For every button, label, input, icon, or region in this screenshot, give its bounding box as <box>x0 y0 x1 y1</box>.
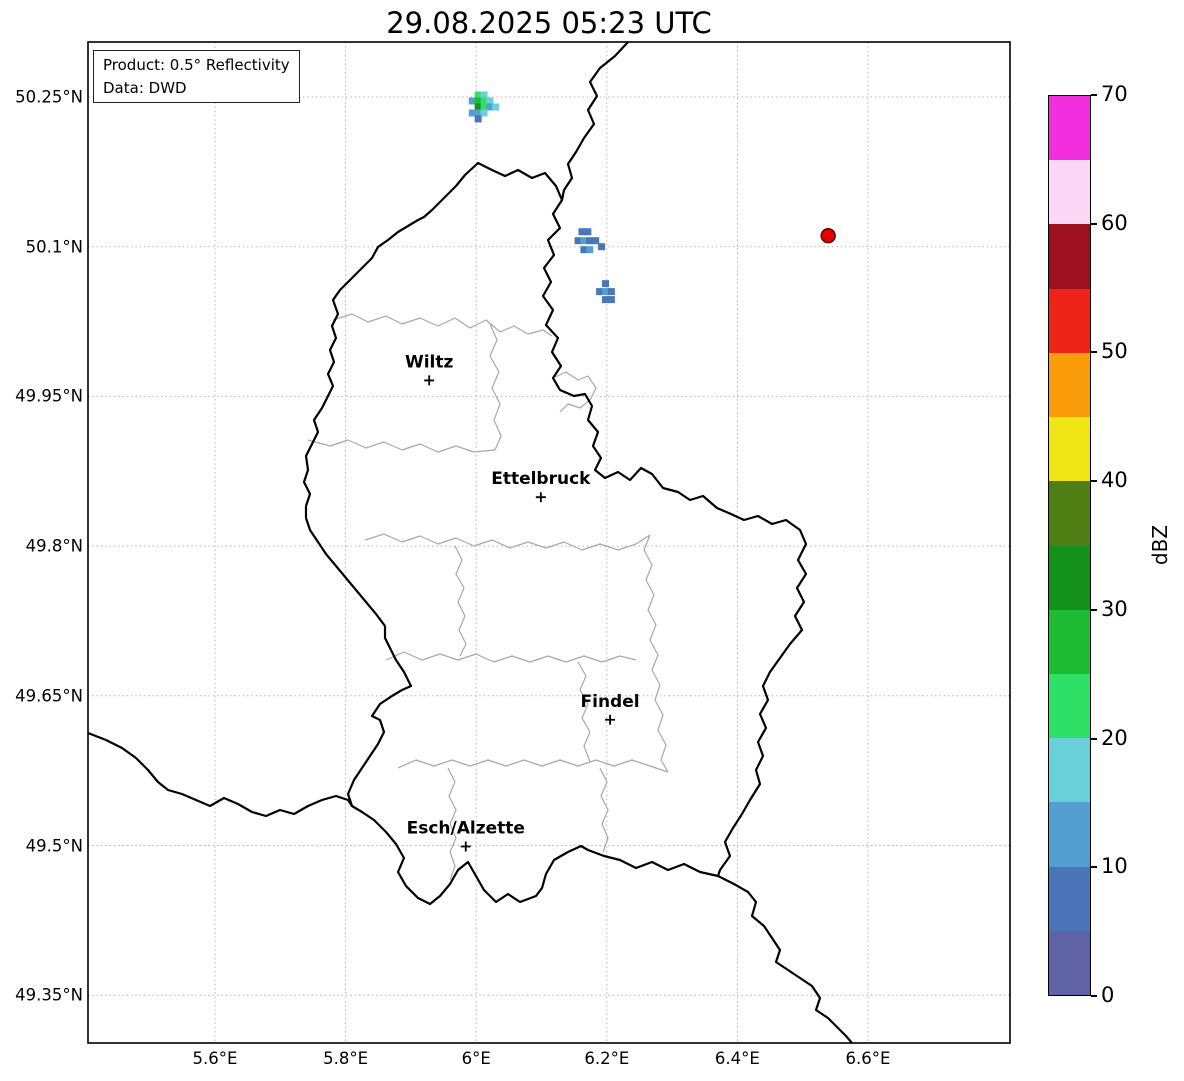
colorbar-tick-label: 70 <box>1101 82 1128 106</box>
radar-echo-cell <box>474 97 482 105</box>
colorbar-band <box>1049 545 1090 610</box>
colorbar-tick-label: 30 <box>1101 596 1128 621</box>
colorbar-tick <box>1091 480 1097 483</box>
radar-echo-cell <box>578 228 586 236</box>
colorbar-band <box>1049 802 1090 867</box>
x-tick-label: 6°E <box>461 1049 491 1068</box>
colorbar-tick-label: 20 <box>1101 725 1128 750</box>
colorbar-band <box>1049 866 1090 931</box>
radar-echo-cell <box>486 103 494 111</box>
radar-echo-cell <box>607 296 615 304</box>
radar-echo-cell <box>480 91 488 99</box>
radar-echo-cell <box>480 109 488 117</box>
y-tick-label: 49.65°N <box>15 686 83 706</box>
colorbar-band <box>1049 609 1090 674</box>
radar-echo-cell <box>607 288 615 296</box>
colorbar-tick-label: 60 <box>1101 210 1128 235</box>
colorbar-band <box>1049 352 1090 418</box>
data-source-label: Data: DWD <box>103 78 187 97</box>
graticule-gridlines <box>88 42 1010 1043</box>
colorbar-tick-label: 50 <box>1101 339 1128 364</box>
x-tick-label: 6.2°E <box>584 1049 630 1068</box>
colorbar-band <box>1049 417 1090 482</box>
y-tick-label: 50.1°N <box>25 237 83 257</box>
radar-echo-cell <box>492 103 500 111</box>
colorbar-tick-label: 0 <box>1101 983 1115 1007</box>
plot-frame <box>87 41 1011 1044</box>
country-border-north <box>560 42 630 202</box>
city-marker <box>535 492 546 503</box>
city-label: Ettelbruck <box>491 469 591 489</box>
canton-borders <box>307 313 669 881</box>
x-tick-label: 6.4°E <box>714 1049 760 1068</box>
radar-echo-cell <box>468 109 476 117</box>
x-tick-label: 6.6°E <box>845 1049 891 1068</box>
radar-echo-cell <box>574 237 582 245</box>
product-label: Product: 0.5° Reflectivity <box>103 56 290 74</box>
radar-echo-cell <box>592 237 600 245</box>
y-tick-label: 49.8°N <box>25 536 83 556</box>
radar-echo-cell <box>586 237 594 245</box>
y-tick-label: 49.5°N <box>25 836 83 855</box>
figure-title: 29.08.2025 05:23 UTC <box>386 6 712 40</box>
y-tick-label: 49.35°N <box>15 985 83 1005</box>
colorbar-tick <box>1091 608 1097 611</box>
radar-echo-cell <box>601 288 609 296</box>
colorbar-band <box>1049 288 1090 353</box>
x-tick-label: 5.8°E <box>323 1049 369 1068</box>
y-tick-label: 50.25°N <box>15 87 83 107</box>
radar-site-dot <box>820 228 836 244</box>
radar-echo-cell <box>598 243 606 251</box>
radar-echo-cell <box>474 109 482 117</box>
colorbar-tick-label: 10 <box>1101 854 1128 879</box>
radar-echo-cell <box>480 97 488 105</box>
colorbar <box>1048 95 1091 996</box>
radar-site <box>820 228 836 244</box>
colorbar-band <box>1049 673 1090 739</box>
radar-echo-cell <box>601 296 609 304</box>
colorbar-band <box>1049 481 1090 546</box>
colorbar-band <box>1049 224 1090 289</box>
colorbar-band <box>1049 738 1090 803</box>
country-border-luxembourg <box>302 161 808 906</box>
colorbar-tick <box>1091 737 1097 740</box>
city-marker <box>460 841 471 852</box>
radar-echo-cell <box>580 246 588 254</box>
radar-echo-cell <box>468 97 476 105</box>
radar-echo-cell <box>474 103 482 111</box>
country-border-southeast <box>716 874 854 1043</box>
city-label: Esch/Alzette <box>407 818 525 838</box>
city-label: Findel <box>581 692 640 712</box>
radar-echo-cell <box>474 115 482 123</box>
colorbar-axis-label: dBZ <box>1148 524 1172 566</box>
radar-echo-cell <box>601 280 609 288</box>
radar-echo-cell <box>486 97 494 105</box>
colorbar-band <box>1049 96 1090 161</box>
y-tick-label: 49.95°N <box>15 386 83 406</box>
radar-echo-cell <box>584 228 592 236</box>
x-tick-label: 5.6°E <box>192 1049 238 1068</box>
radar-echoes <box>468 91 615 304</box>
colorbar-tick <box>1091 866 1097 869</box>
radar-echo-cell <box>474 91 482 99</box>
radar-echo-cell <box>480 103 488 111</box>
colorbar-tick <box>1091 351 1097 354</box>
radar-echo-cell <box>596 288 604 296</box>
city-marker <box>424 375 435 386</box>
colorbar-band <box>1049 930 1090 996</box>
city-marker <box>605 714 616 725</box>
city-label: Wiltz <box>405 352 454 372</box>
colorbar-tick <box>1091 995 1097 997</box>
product-info-box: Product: 0.5° Reflectivity Data: DWD <box>93 50 300 103</box>
radar-echo-cell <box>586 246 594 254</box>
colorbar-tick <box>1091 222 1097 225</box>
colorbar-tick-label: 40 <box>1101 468 1128 493</box>
colorbar-band <box>1049 160 1090 225</box>
colorbar-tick <box>1091 94 1097 96</box>
city-markers: Wiltz Ettelbruck Findel Esch/Alzette <box>405 352 640 852</box>
radar-echo-cell <box>580 237 588 245</box>
country-border-southwest <box>88 731 354 818</box>
